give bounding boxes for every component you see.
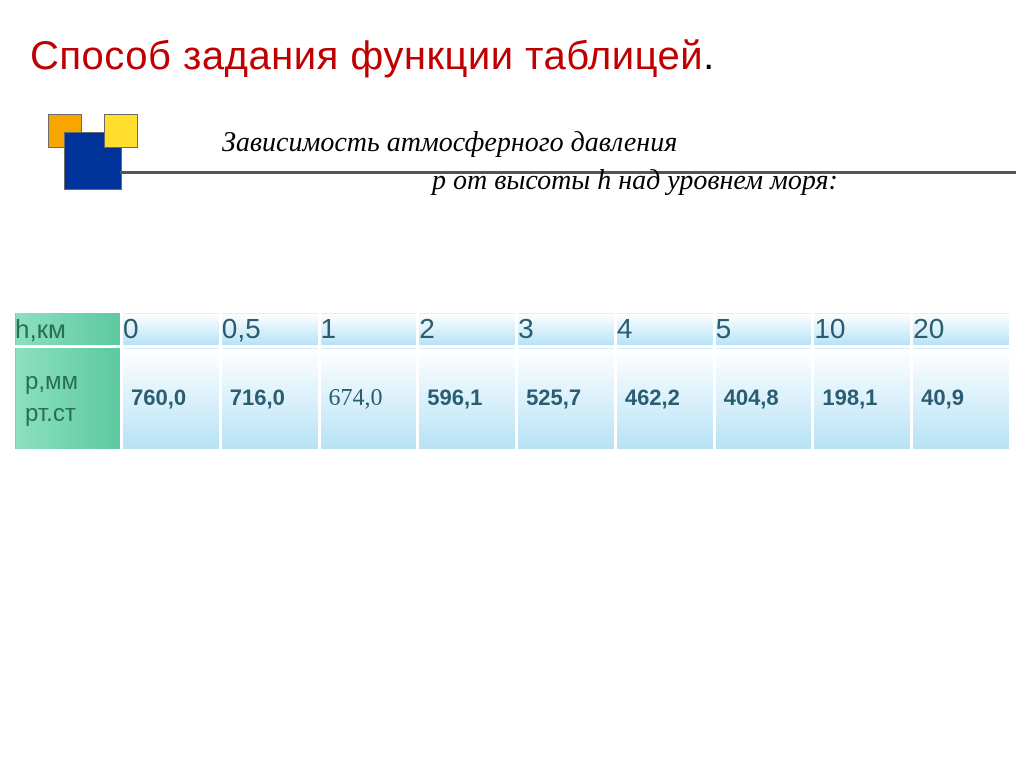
- square-yellow: [104, 114, 138, 148]
- subtitle-line2: p от высоты h над уровнем моря:: [222, 162, 838, 200]
- subtitle: Зависимость атмосферного давления p от в…: [222, 124, 838, 200]
- table-row: p,мм рт.ст 760,0 716,0 674,0 596,1 525,7…: [14, 347, 1011, 451]
- function-table: h,км 0 0,5 1 2 3 4 5 10 20 p,мм рт.ст 76…: [12, 310, 1012, 452]
- table-cell: 404,8: [714, 347, 813, 451]
- table-cell: 20: [912, 312, 1011, 347]
- table-cell: 2: [418, 312, 517, 347]
- table-cell: 1: [319, 312, 418, 347]
- table-cell: 674,0: [319, 347, 418, 451]
- table-cell: 525,7: [517, 347, 616, 451]
- page-title: Способ задания функции таблицей.: [30, 34, 715, 79]
- table-cell: 760,0: [122, 347, 221, 451]
- table-cell: 3: [517, 312, 616, 347]
- table-row: h,км 0 0,5 1 2 3 4 5 10 20: [14, 312, 1011, 347]
- table-cell: 10: [813, 312, 912, 347]
- table-cell: 596,1: [418, 347, 517, 451]
- table-cell: 40,9: [912, 347, 1011, 451]
- title-dot: .: [703, 34, 715, 78]
- table-cell: 0,5: [220, 312, 319, 347]
- row-header-p: p,мм рт.ст: [14, 347, 122, 451]
- table-cell: 4: [615, 312, 714, 347]
- table-cell: 0: [122, 312, 221, 347]
- subtitle-line1: Зависимость атмосферного давления: [222, 124, 838, 162]
- title-text-red: Способ задания функции таблицей: [30, 34, 703, 78]
- table-cell: 462,2: [615, 347, 714, 451]
- table-cell: 716,0: [220, 347, 319, 451]
- table-cell: 5: [714, 312, 813, 347]
- table-cell: 198,1: [813, 347, 912, 451]
- row-header-h: h,км: [14, 312, 122, 347]
- slide: Способ задания функции таблицей. Зависим…: [0, 0, 1024, 768]
